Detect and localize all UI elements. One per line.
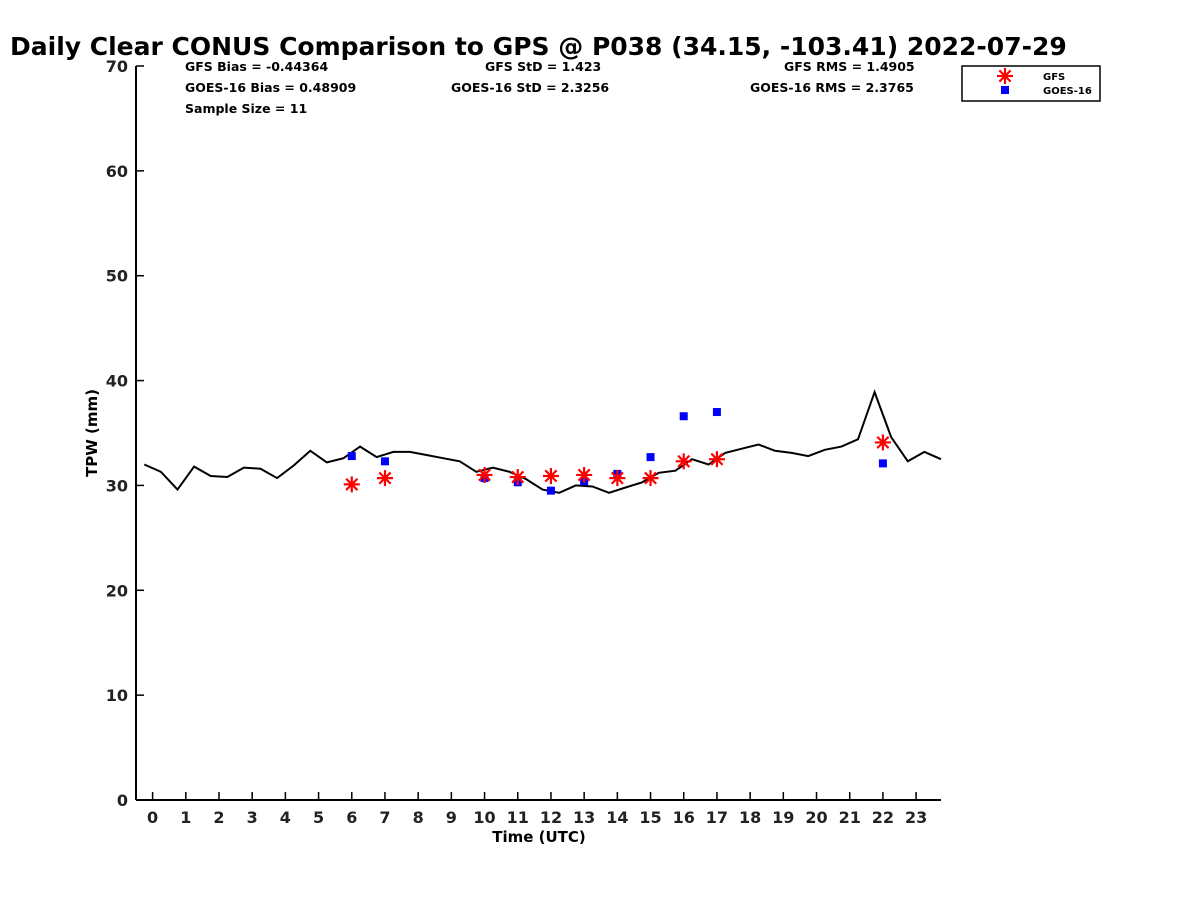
x-tick-label: 18 (739, 808, 761, 827)
goes-std-stat: GOES-16 StD = 2.3256 (451, 80, 609, 95)
x-tick-label: 21 (839, 808, 861, 827)
y-axis-label: TPW (mm) (83, 389, 101, 477)
x-tick-label: 12 (540, 808, 562, 827)
x-tick-label: 14 (606, 808, 628, 827)
x-tick-label: 10 (473, 808, 495, 827)
x-tick-label: 19 (772, 808, 794, 827)
y-tick-label: 10 (106, 686, 128, 705)
y-tick-label: 20 (106, 581, 128, 600)
gfs-point (542, 467, 559, 484)
goes-point (712, 408, 721, 417)
goes-rms-stat: GOES-16 RMS = 2.3765 (750, 80, 914, 95)
legend: GFS GOES-16 (961, 65, 1101, 102)
y-tick-label: 70 (106, 57, 128, 76)
y-tick-label: 60 (106, 162, 128, 181)
gfs-std-stat: GFS StD = 1.423 (485, 59, 601, 74)
gfs-point (675, 453, 692, 470)
x-tick-label: 23 (905, 808, 927, 827)
x-tick-label: 2 (213, 808, 224, 827)
gfs-point (708, 451, 725, 468)
x-tick-label: 22 (872, 808, 894, 827)
legend-gfs-marker (997, 68, 1013, 84)
axis-ticks: 0 1 2 3 4 5 6 7 8 9 10 11 12 13 14 15 16 17 18 19 20 21 22 2301… (106, 57, 928, 827)
x-tick-label: 3 (247, 808, 258, 827)
x-tick-label: 1 (180, 808, 191, 827)
sample-size-stat: Sample Size = 11 (185, 101, 307, 116)
x-tick-label: 6 (346, 808, 357, 827)
gps-line (143, 389, 942, 494)
y-tick-label: 0 (117, 791, 128, 810)
legend-gfs-label: GFS (1043, 72, 1065, 83)
goes-point (878, 459, 887, 468)
goes-point (546, 486, 555, 495)
gfs-rms-stat: GFS RMS = 1.4905 (784, 59, 915, 74)
x-tick-label: 4 (280, 808, 291, 827)
goes-point (646, 453, 655, 462)
gfs-point (576, 466, 593, 483)
legend-gfs-asterisk (997, 68, 1013, 84)
goes-point (679, 412, 688, 421)
gfs-point (376, 470, 393, 487)
x-tick-label: 13 (573, 808, 595, 827)
gfs-bias-stat: GFS Bias = -0.44364 (185, 59, 328, 74)
plot-area (143, 389, 942, 495)
x-tick-label: 11 (507, 808, 529, 827)
gfs-point (874, 434, 891, 451)
x-tick-label: 20 (805, 808, 827, 827)
legend-goes-square (1001, 86, 1009, 94)
x-axis-label: Time (UTC) (492, 828, 586, 846)
goes-point (380, 457, 389, 466)
gfs-point (476, 466, 493, 483)
x-tick-label: 9 (446, 808, 457, 827)
x-tick-label: 15 (639, 808, 661, 827)
legend-goes-marker (1001, 86, 1009, 94)
y-tick-label: 50 (106, 267, 128, 286)
y-tick-label: 30 (106, 476, 128, 495)
gfs-point (343, 476, 360, 493)
x-tick-label: 0 (147, 808, 158, 827)
goes-bias-stat: GOES-16 Bias = 0.48909 (185, 80, 356, 95)
x-tick-label: 8 (413, 808, 424, 827)
x-tick-label: 7 (379, 808, 390, 827)
gfs-point (642, 470, 659, 487)
y-tick-label: 40 (106, 372, 128, 391)
x-tick-label: 17 (706, 808, 728, 827)
x-tick-label: 16 (673, 808, 695, 827)
gfs-point (509, 469, 526, 486)
x-tick-label: 5 (313, 808, 324, 827)
chart-title: Daily Clear CONUS Comparison to GPS @ P0… (10, 32, 1067, 61)
goes-point (347, 452, 356, 461)
legend-goes-label: GOES-16 (1043, 86, 1092, 97)
legend-box (961, 65, 1101, 102)
axes (135, 66, 941, 801)
gfs-point (609, 470, 626, 487)
